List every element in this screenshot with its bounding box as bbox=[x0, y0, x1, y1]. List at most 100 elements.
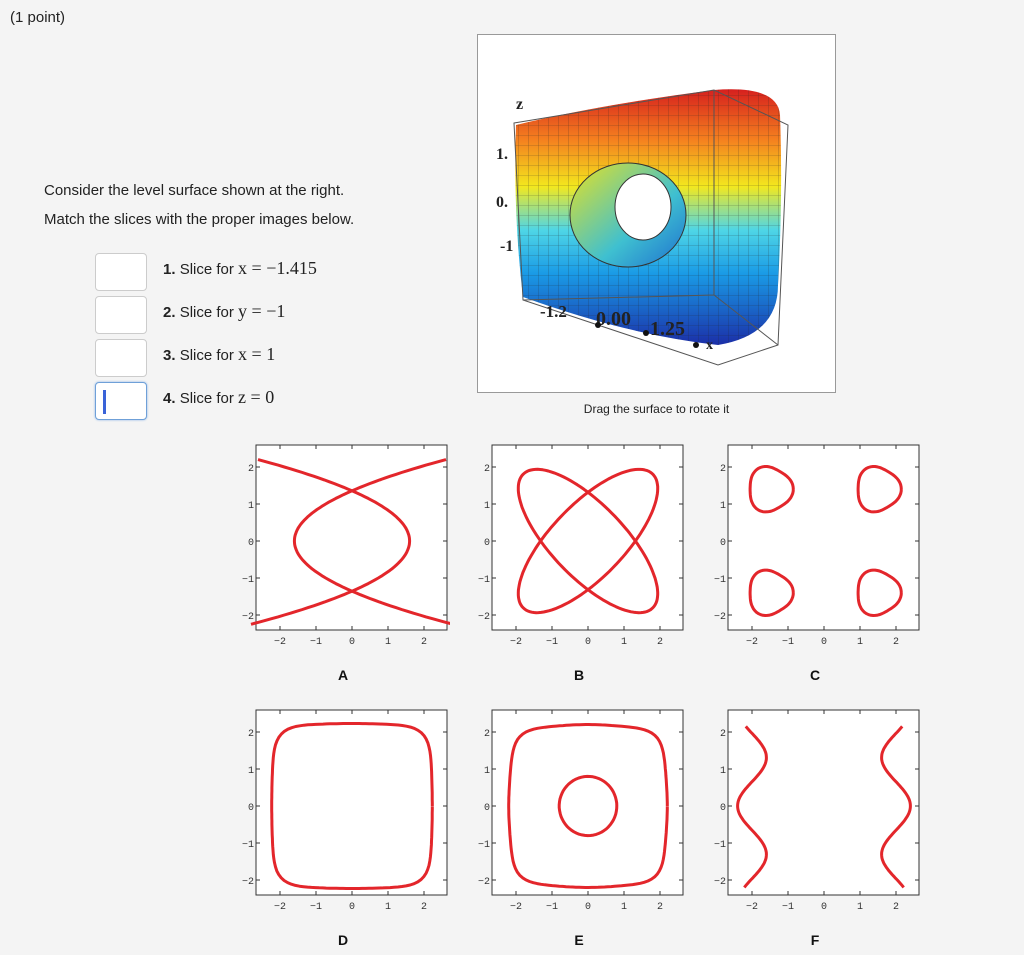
y-tick-label: 2 bbox=[720, 464, 726, 475]
bounding-box bbox=[513, 89, 789, 366]
plot-letter: D bbox=[338, 932, 348, 948]
x-tick-label: −2 bbox=[274, 637, 286, 648]
plot-frame bbox=[491, 444, 684, 631]
y-tick-label: 0 bbox=[248, 803, 254, 814]
slice-math: x = −1.415 bbox=[238, 258, 317, 278]
x-tick-label: 2 bbox=[893, 902, 899, 913]
contour-curve bbox=[748, 465, 795, 514]
plot-letter: A bbox=[338, 667, 348, 683]
answer-input[interactable] bbox=[95, 253, 147, 291]
plot-letter: F bbox=[811, 932, 820, 948]
x-tick-label: 1 bbox=[385, 902, 391, 913]
y-tick-label: 2 bbox=[248, 729, 254, 740]
contour-curve bbox=[516, 467, 660, 615]
axis-dot bbox=[693, 342, 699, 348]
y-tick-label: 1 bbox=[720, 501, 726, 512]
y-tick-label: 0 bbox=[720, 538, 726, 549]
y-tick-label: 1 bbox=[248, 766, 254, 777]
answer-input[interactable] bbox=[95, 382, 147, 420]
slice-label: 1. Slice for x = −1.415 bbox=[163, 258, 317, 279]
slice-text: Slice for bbox=[179, 261, 234, 278]
y-tick-label: −2 bbox=[478, 877, 490, 888]
slice-number: 2. bbox=[163, 304, 176, 321]
x-tick-label: −2 bbox=[746, 902, 758, 913]
y-tick-label: −2 bbox=[242, 612, 254, 623]
instruction: Consider the level surface shown at the … bbox=[44, 182, 345, 199]
slice-text: Slice for bbox=[179, 390, 234, 407]
x-tick-label: 0 bbox=[821, 637, 827, 648]
y-tick-label: 2 bbox=[248, 464, 254, 475]
y-tick-label: −2 bbox=[478, 612, 490, 623]
answer-input[interactable] bbox=[95, 296, 147, 334]
x-tick-label: 2 bbox=[657, 902, 663, 913]
slice-text: Slice for bbox=[179, 304, 234, 321]
contour-curve bbox=[507, 723, 669, 889]
x-tick-label: −1 bbox=[546, 902, 558, 913]
plot-frame bbox=[727, 444, 920, 631]
x-tick-label: 1 bbox=[621, 637, 627, 648]
x-tick-label: −2 bbox=[746, 637, 758, 648]
plot-letter: C bbox=[810, 667, 820, 683]
y-tick-label: −1 bbox=[714, 575, 726, 586]
axis-label: x bbox=[706, 338, 713, 353]
slice-plot: −2 −1 0 1 2 2 1 0 −1 −2 C bbox=[714, 444, 920, 683]
y-tick-label: −1 bbox=[242, 575, 254, 586]
slice-math: z = 0 bbox=[238, 387, 275, 407]
x-tick-label: 0 bbox=[349, 902, 355, 913]
x-tick-label: 1 bbox=[385, 637, 391, 648]
y-tick-label: 0 bbox=[720, 803, 726, 814]
text-caret bbox=[103, 390, 106, 414]
slice-text: Slice for bbox=[179, 347, 234, 364]
y-tick-label: 1 bbox=[484, 766, 490, 777]
x-tick-label: 2 bbox=[421, 902, 427, 913]
contour-curve bbox=[270, 722, 434, 890]
caption: Drag the surface to rotate it bbox=[583, 402, 730, 416]
slice-plot: −2 −1 0 1 2 2 1 0 −1 −2 D bbox=[242, 709, 448, 948]
slice-plot: −2 −1 0 1 2 2 1 0 −1 −2 A bbox=[242, 444, 450, 683]
contour-curve bbox=[736, 725, 768, 889]
x-tick-label: −2 bbox=[274, 902, 286, 913]
slice-math: x = 1 bbox=[238, 344, 276, 364]
x-tick-label: −1 bbox=[310, 637, 322, 648]
slice-number: 3. bbox=[163, 347, 176, 364]
contour-curve bbox=[856, 568, 903, 617]
axis-label: z bbox=[516, 96, 523, 113]
axis-label: 1.25 bbox=[650, 318, 685, 340]
x-tick-label: 1 bbox=[857, 637, 863, 648]
y-tick-label: −1 bbox=[714, 840, 726, 851]
surface-viewer[interactable]: z 1. 0. -1 -1.2 0.00 1.25 x bbox=[477, 34, 836, 393]
slice-plot: −2 −1 0 1 2 2 1 0 −1 −2 B bbox=[478, 444, 684, 683]
answer-input[interactable] bbox=[95, 339, 147, 377]
y-tick-label: 0 bbox=[484, 803, 490, 814]
plot-frame bbox=[255, 709, 448, 896]
x-tick-label: −1 bbox=[782, 637, 794, 648]
y-tick-label: −2 bbox=[714, 612, 726, 623]
y-tick-label: 2 bbox=[720, 729, 726, 740]
x-tick-label: −1 bbox=[546, 637, 558, 648]
slice-number: 1. bbox=[163, 261, 176, 278]
y-tick-label: 1 bbox=[484, 501, 490, 512]
y-tick-label: 1 bbox=[720, 766, 726, 777]
y-tick-label: 0 bbox=[484, 538, 490, 549]
contour-curve bbox=[748, 568, 795, 617]
contour-curve bbox=[856, 465, 903, 514]
axis-label: 1. bbox=[496, 146, 508, 163]
surface-3d[interactable]: z 1. 0. -1 -1.2 0.00 1.25 x bbox=[478, 35, 835, 392]
x-tick-label: 1 bbox=[621, 902, 627, 913]
y-tick-label: −1 bbox=[478, 575, 490, 586]
x-tick-label: 2 bbox=[421, 637, 427, 648]
slice-label: 3. Slice for x = 1 bbox=[163, 344, 275, 365]
x-tick-label: 0 bbox=[821, 902, 827, 913]
x-tick-label: 2 bbox=[657, 637, 663, 648]
contour-curve bbox=[292, 458, 450, 626]
slice-plot: −2 −1 0 1 2 2 1 0 −1 −2 E bbox=[478, 709, 684, 948]
contour-curve bbox=[516, 467, 660, 615]
slice-plot: −2 −1 0 1 2 2 1 0 −1 −2 F bbox=[714, 709, 920, 948]
axis-label: 0.00 bbox=[596, 308, 631, 330]
x-tick-label: 2 bbox=[893, 637, 899, 648]
y-tick-label: 0 bbox=[248, 538, 254, 549]
y-tick-label: −1 bbox=[478, 840, 490, 851]
axis-dot bbox=[643, 330, 649, 336]
contour-curve bbox=[250, 458, 412, 626]
